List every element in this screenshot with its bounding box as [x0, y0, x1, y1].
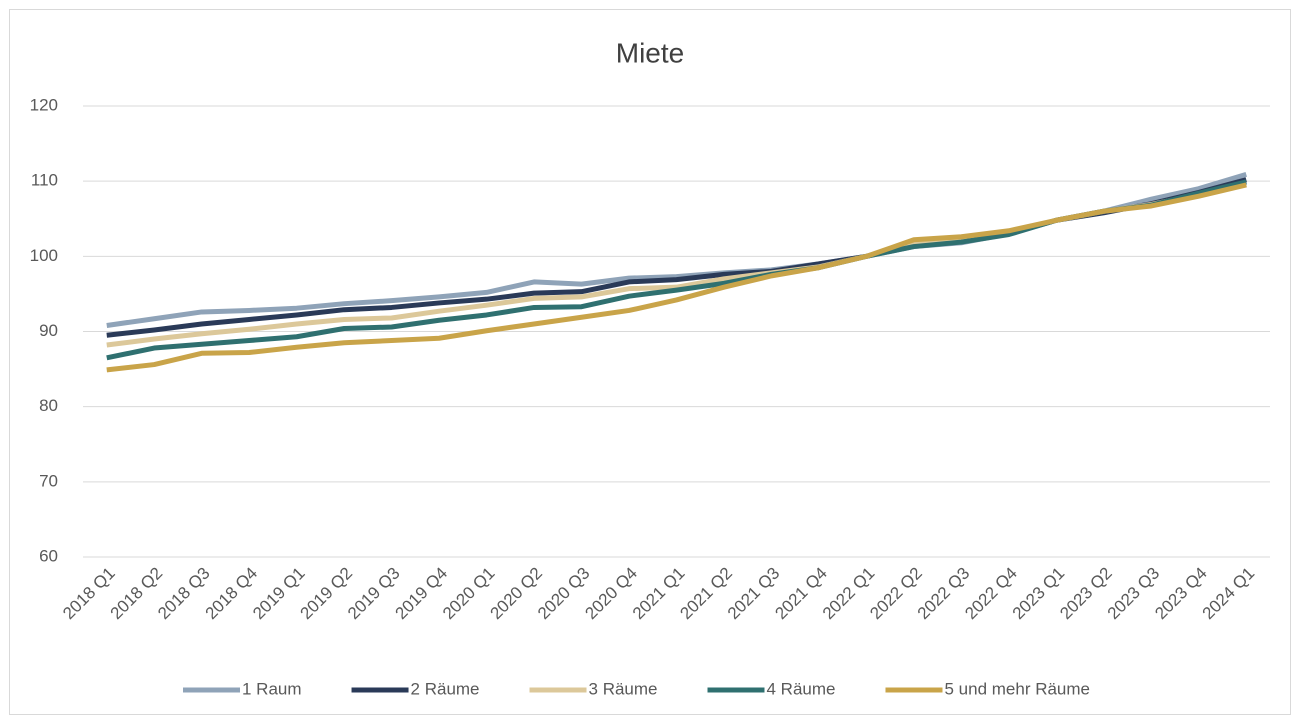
legend-label: 2 Räume — [411, 679, 480, 698]
y-tick-label: 120 — [30, 95, 58, 114]
y-tick-label: 90 — [39, 321, 58, 340]
series-line — [106, 182, 1247, 373]
y-tick-label: 100 — [30, 246, 58, 265]
legend-label: 1 Raum — [242, 679, 302, 698]
legend-label: 3 Räume — [589, 679, 658, 698]
y-tick-label: 60 — [39, 546, 58, 565]
y-tick-label: 80 — [39, 396, 58, 415]
legend-label: 4 Räume — [767, 679, 836, 698]
chart-title: Miete — [616, 37, 684, 68]
chart-frame — [9, 9, 1291, 715]
legend-label: 5 und mehr Räume — [944, 679, 1090, 698]
y-tick-label: 70 — [39, 471, 58, 490]
y-tick-label: 110 — [31, 171, 58, 190]
